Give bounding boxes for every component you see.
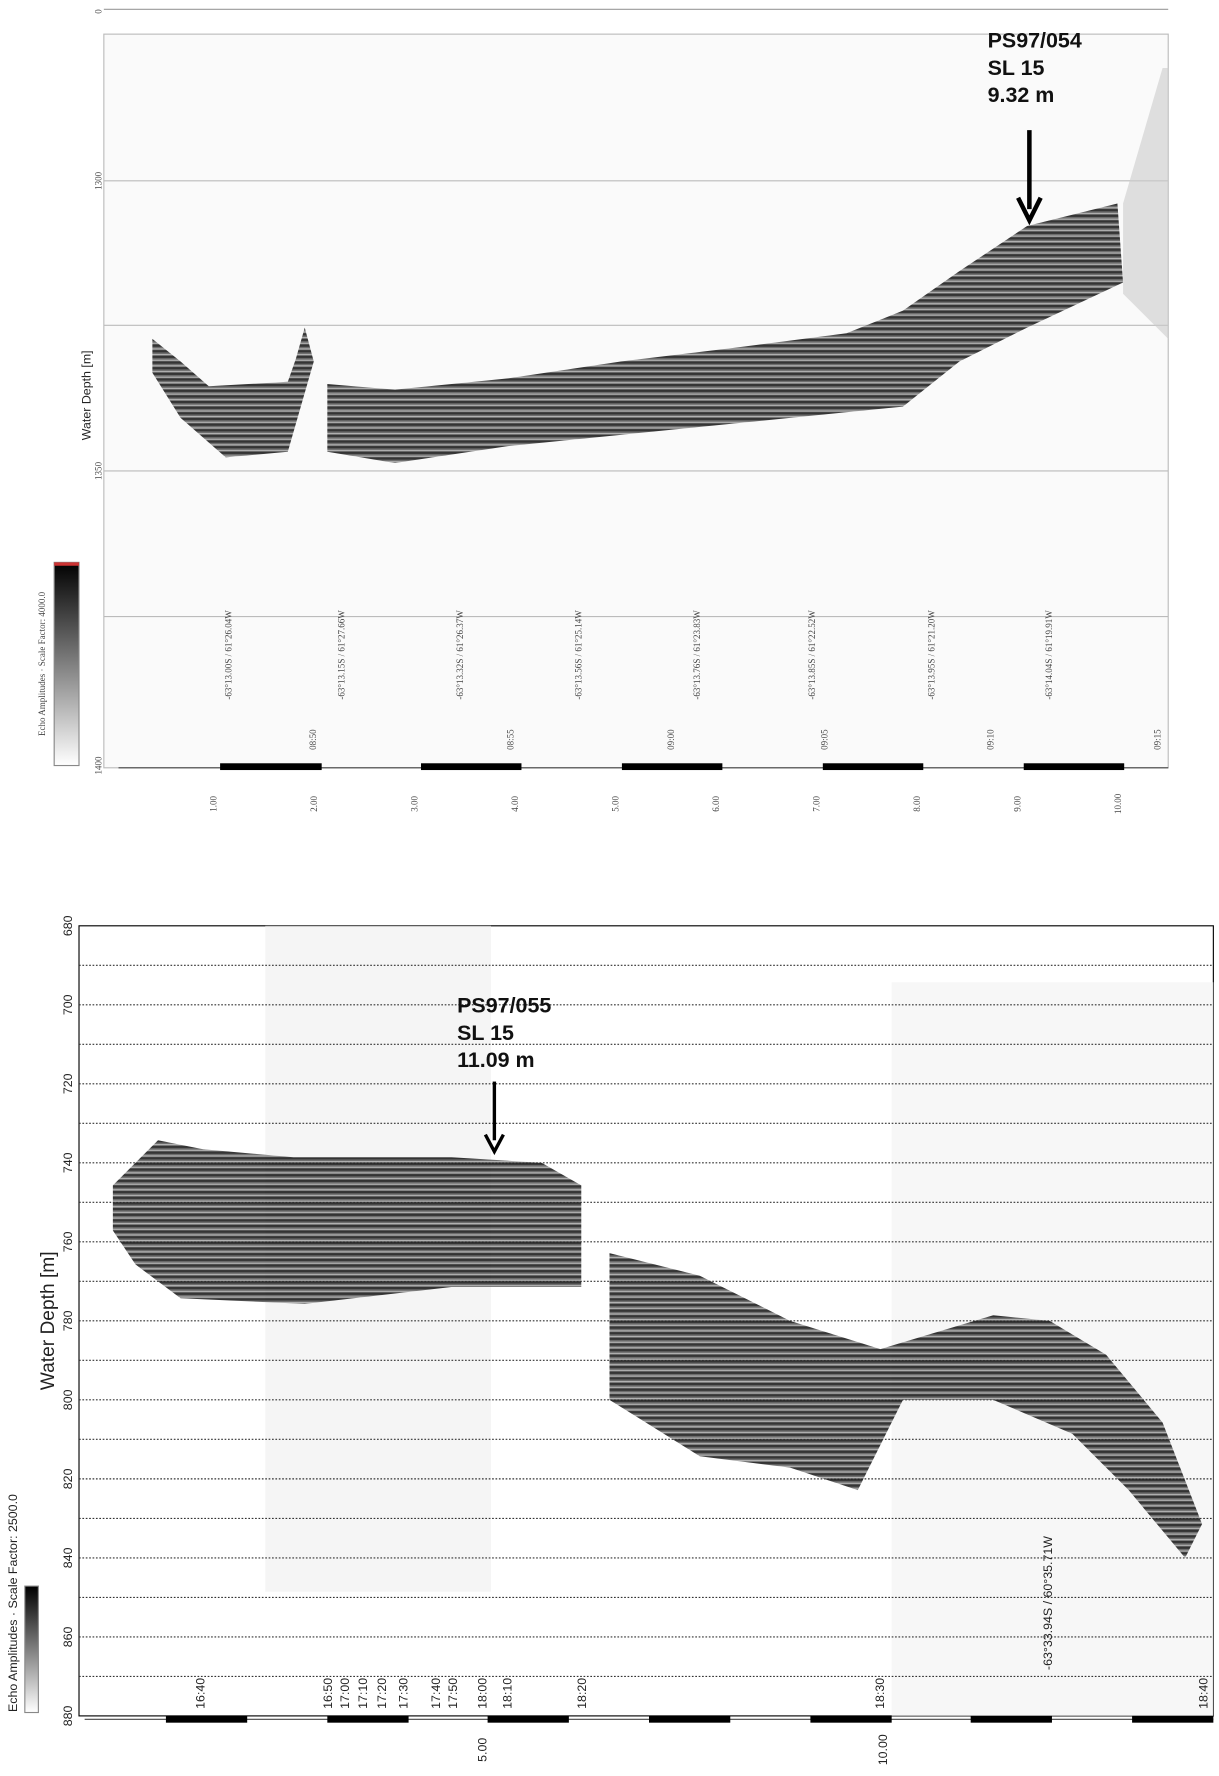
y-tick-label: 700: [61, 994, 75, 1015]
coordinate-label: -63°33.94S / 60°35.71W: [1041, 1536, 1055, 1670]
time-label: 08:55: [506, 729, 516, 750]
coordinate-label: -63°13.56S / 61°25.14W: [573, 610, 583, 700]
time-label: 18:30: [873, 1678, 887, 1709]
time-label: 09:15: [1152, 729, 1162, 750]
y-tick-label: 680: [61, 915, 75, 936]
distance-label: 10.00: [1113, 793, 1123, 814]
annotation: PS97/055: [457, 994, 551, 1018]
y-tick-label: 740: [61, 1152, 75, 1173]
coordinate-label: -63°13.32S / 61°26.37W: [455, 610, 465, 700]
coordinate-label: -63°13.76S / 61°23.83W: [692, 610, 702, 700]
distance-label: 10.00: [876, 1734, 890, 1765]
coordinate-label: -63°13.00S / 61°26.04W: [223, 610, 233, 700]
time-label: 18:40: [1197, 1678, 1211, 1709]
annotation: PS97/054: [988, 29, 1082, 53]
time-label: 17:40: [429, 1678, 443, 1709]
time-label: 17:50: [446, 1678, 460, 1709]
time-label: 18:00: [475, 1678, 489, 1709]
annotation: SL 15: [988, 56, 1045, 80]
distance-label: 6.00: [711, 796, 721, 812]
coordinate-label: -63°13.95S / 61°21.20W: [927, 610, 937, 700]
distance-label: 5.00: [611, 796, 621, 812]
time-label: 09:00: [666, 729, 676, 750]
colorbar-label: Echo Amplitudes · Scale Factor: 4000.0: [37, 591, 47, 736]
colorbar-label: Echo Amplitudes · Scale Factor: 2500.0: [6, 1494, 20, 1712]
y-tick-label: 860: [61, 1626, 75, 1647]
y-tick-label: 1350: [94, 461, 104, 480]
y-tick-label: 820: [61, 1468, 75, 1489]
y-tick-label: 780: [61, 1310, 75, 1331]
annotation: 9.32 m: [988, 83, 1055, 107]
y-tick-label: 760: [61, 1231, 75, 1252]
y-tick-label: 1300: [94, 171, 104, 190]
y-tick-label: 800: [61, 1389, 75, 1410]
y-axis-label: Water Depth [m]: [38, 1251, 59, 1390]
distance-label: 5.00: [475, 1738, 489, 1762]
annotation: 11.09 m: [457, 1048, 534, 1072]
distance-label: 1.00: [209, 796, 219, 812]
time-label: 08:50: [308, 729, 318, 750]
annotation: SL 15: [457, 1021, 514, 1045]
time-label: 16:40: [193, 1678, 207, 1709]
time-label: 17:00: [338, 1678, 352, 1709]
distance-label: 7.00: [811, 796, 821, 812]
time-label: 18:20: [575, 1678, 589, 1709]
time-label: 17:30: [396, 1678, 410, 1709]
coordinate-label: -63°13.85S / 61°22.52W: [807, 610, 817, 700]
distance-label: 2.00: [309, 796, 319, 812]
distance-label: 4.00: [510, 796, 520, 812]
time-label: 09:10: [985, 729, 995, 750]
y-tick-label: 1400: [94, 756, 104, 775]
time-label: 17:10: [356, 1678, 370, 1709]
coordinate-label: -63°14.04S / 61°19.91W: [1044, 610, 1054, 700]
distance-label: 3.00: [410, 796, 420, 812]
time-label: 09:05: [819, 729, 829, 750]
y-tick-label: 720: [61, 1073, 75, 1094]
coordinate-label: -63°13.15S / 61°27.66W: [336, 610, 346, 700]
distance-label: 9.00: [1012, 796, 1022, 812]
time-label: 17:20: [375, 1678, 389, 1709]
distance-label: 8.00: [912, 796, 922, 812]
y-axis-label: Water Depth [m]: [79, 350, 93, 440]
y-tick-label: 0: [94, 9, 104, 14]
y-tick-label: 880: [61, 1705, 75, 1726]
y-tick-label: 840: [61, 1547, 75, 1568]
time-label: 18:10: [500, 1678, 514, 1709]
time-label: 16:50: [321, 1678, 335, 1709]
